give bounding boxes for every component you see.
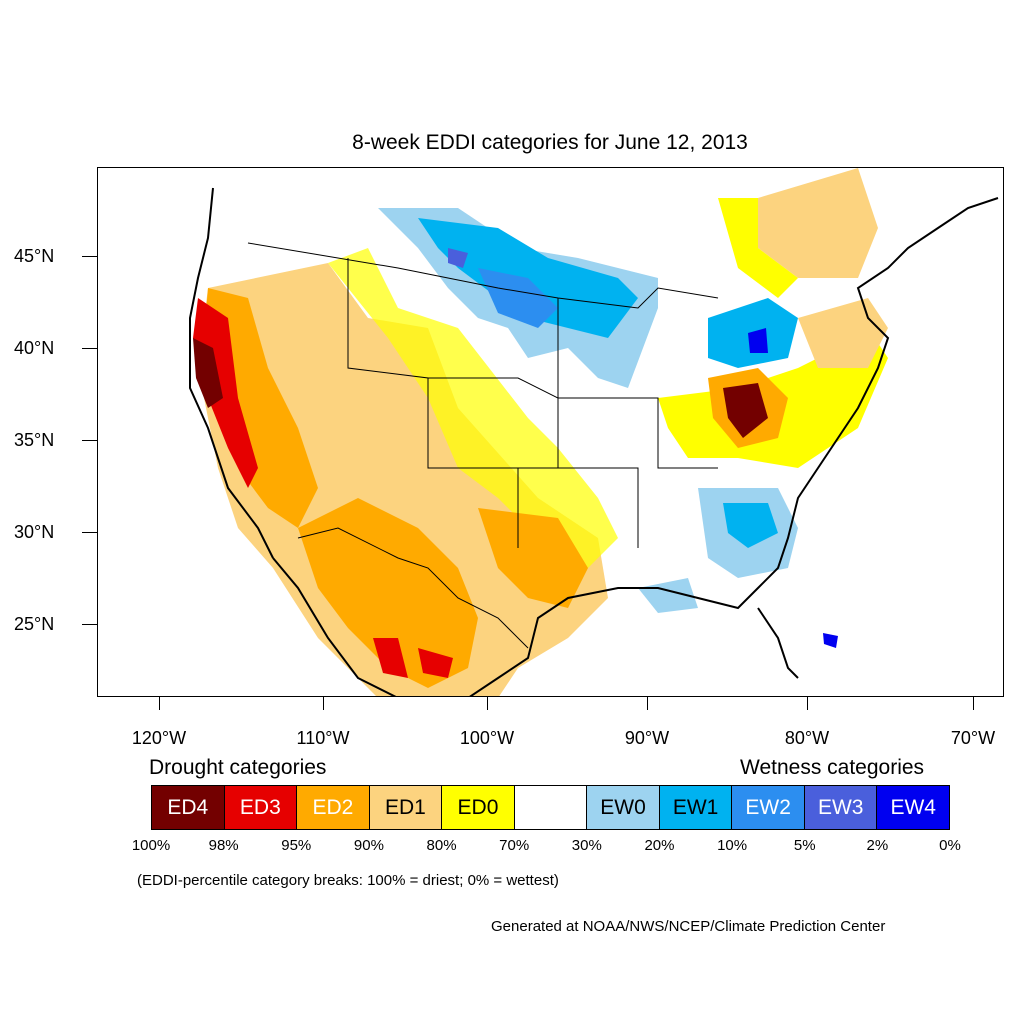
percentile-label: 70% xyxy=(499,837,530,854)
lon-tick-110 xyxy=(323,697,324,710)
lat-tick-25 xyxy=(82,624,97,625)
lat-label-30: 30°N xyxy=(14,522,55,542)
southeast-ew1-region xyxy=(723,503,778,548)
ontario-ew4-region xyxy=(748,328,768,353)
credit-line: Generated at NOAA/NWS/NCEP/Climate Predi… xyxy=(491,918,886,935)
upper-midwest-ew3-region xyxy=(448,248,468,268)
upper-midwest-ew2-region xyxy=(478,268,558,328)
legend-box-ed1: ED1 xyxy=(369,786,443,829)
lat-tick-35 xyxy=(82,440,97,441)
legend-box-ew3: EW3 xyxy=(804,786,878,829)
category-shading xyxy=(193,168,888,696)
percentile-label: 90% xyxy=(353,837,384,854)
gulf-coast-ew0-region xyxy=(638,578,698,613)
legend-box-ed3: ED3 xyxy=(224,786,298,829)
percentile-label: 2% xyxy=(866,837,889,854)
legend-box-ew2: EW2 xyxy=(732,786,805,829)
coastlines xyxy=(189,187,999,696)
southwest-ed2-region xyxy=(298,498,478,688)
percentile-label: 95% xyxy=(281,837,312,854)
lon-tick-90 xyxy=(647,697,648,710)
quebec-ed0-region xyxy=(718,198,798,298)
lat-label-25: 25°N xyxy=(14,614,55,634)
legend-box-ed0: ED0 xyxy=(442,786,515,829)
california-ed3-region xyxy=(193,298,258,488)
lon-tick-80 xyxy=(807,697,808,710)
wetness-categories-heading: Wetness categories xyxy=(740,756,925,779)
ohio-valley-ed4-region xyxy=(723,383,768,438)
map-canvas xyxy=(189,168,999,696)
lon-tick-70 xyxy=(973,697,974,710)
lat-label-45: 45°N xyxy=(14,246,55,266)
plains-ed0-region xyxy=(328,248,618,568)
legend-box-ew4: EW4 xyxy=(877,786,950,829)
percentile-label: 0% xyxy=(939,837,961,854)
category-breaks-note: (EDDI-percentile category breaks: 100% =… xyxy=(137,872,559,889)
mexico-ed3-region-2 xyxy=(418,648,453,678)
lat-label-40: 40°N xyxy=(14,338,55,358)
lon-label-120: 120°W xyxy=(131,728,187,748)
legend-box-ew0: EW0 xyxy=(587,786,660,829)
percentile-label: 20% xyxy=(644,837,675,854)
map-title: 8-week EDDI categories for June 12, 2013 xyxy=(352,131,748,154)
percentile-label: 80% xyxy=(426,837,457,854)
west-ed1-region xyxy=(198,263,608,696)
percentile-label: 100% xyxy=(131,837,171,854)
lon-label-100: 100°W xyxy=(459,728,515,748)
quebec-ed1-region xyxy=(758,168,878,278)
bahamas-ew4-region xyxy=(823,633,838,648)
legend-box-normal xyxy=(514,786,588,829)
legend-box-ed4: ED4 xyxy=(152,786,225,829)
eddi-map xyxy=(97,167,1004,697)
category-legend: ED4 ED3 ED2 ED1 ED0 EW0 EW1 EW2 EW3 EW4 xyxy=(151,785,950,830)
percentile-label: 98% xyxy=(208,837,239,854)
lat-tick-30 xyxy=(82,532,97,533)
percentile-label: 5% xyxy=(793,837,816,854)
lon-tick-100 xyxy=(487,697,488,710)
legend-box-ed2: ED2 xyxy=(297,786,370,829)
drought-categories-heading: Drought categories xyxy=(149,756,327,779)
borders xyxy=(247,242,719,649)
texas-ed2-region xyxy=(478,508,588,608)
lon-label-110: 110°W xyxy=(296,728,350,748)
northeast-ed1-region xyxy=(798,298,888,368)
percentile-label: 30% xyxy=(571,837,602,854)
mexico-ed3-region xyxy=(373,638,408,678)
lat-tick-45 xyxy=(82,256,97,257)
lon-label-80: 80°W xyxy=(784,728,830,748)
legend-box-ew1: EW1 xyxy=(659,786,733,829)
lon-label-90: 90°W xyxy=(624,728,670,748)
lon-label-70: 70°W xyxy=(950,728,996,748)
lat-tick-40 xyxy=(82,348,97,349)
lat-label-35: 35°N xyxy=(14,430,55,450)
california-ed4-region xyxy=(193,338,223,408)
percentile-label: 10% xyxy=(717,837,748,854)
lon-tick-120 xyxy=(159,697,160,710)
